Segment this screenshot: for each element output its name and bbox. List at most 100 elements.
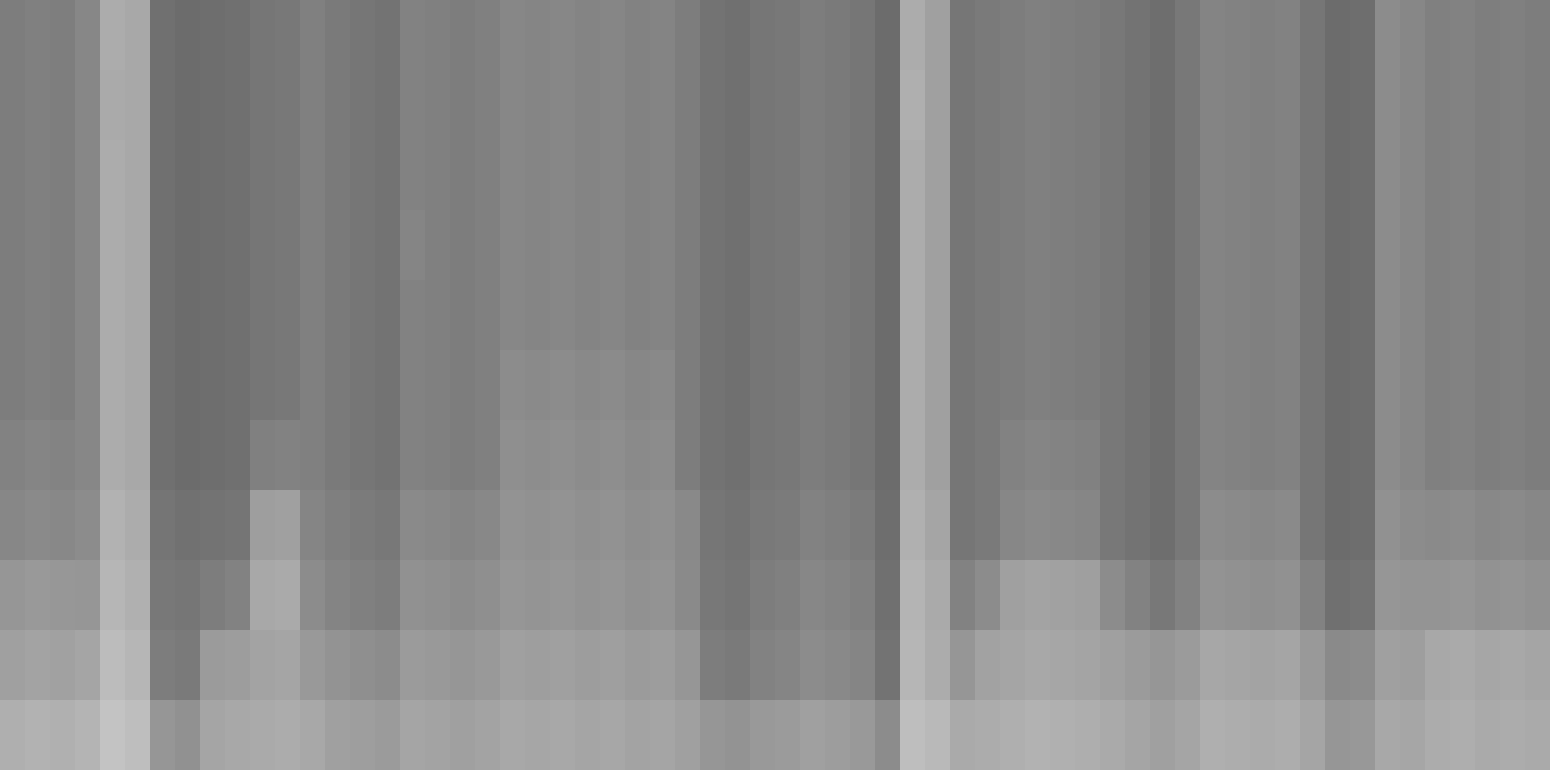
heatmap-cell [625, 0, 651, 71]
heatmap-cell [1350, 140, 1376, 211]
heatmap-cell [850, 70, 876, 141]
heatmap-cell [1025, 420, 1051, 491]
heatmap-cell [1075, 0, 1101, 71]
heatmap-cell [1225, 70, 1251, 141]
heatmap-cell [1225, 350, 1251, 421]
heatmap-cell [0, 490, 26, 561]
heatmap-cell [1425, 350, 1451, 421]
heatmap-cell [700, 700, 726, 770]
heatmap-cell [925, 350, 951, 421]
heatmap-cell [800, 700, 826, 770]
heatmap-cell [150, 560, 176, 631]
heatmap-cell [50, 490, 76, 561]
heatmap-cell [325, 560, 351, 631]
heatmap-cell [650, 630, 676, 701]
heatmap-cell [1075, 490, 1101, 561]
heatmap-cell [450, 420, 476, 491]
heatmap-cell [600, 700, 626, 770]
heatmap-cell [1525, 560, 1550, 631]
heatmap-cell [1050, 420, 1076, 491]
heatmap-cell [1000, 350, 1026, 421]
heatmap-cell [1525, 700, 1550, 770]
heatmap-cell [1400, 700, 1426, 770]
heatmap-cell [375, 420, 401, 491]
heatmap-cell [1400, 350, 1426, 421]
heatmap-cell [0, 560, 26, 631]
heatmap-cell [750, 70, 776, 141]
heatmap-cell [825, 630, 851, 701]
heatmap-cell [300, 560, 326, 631]
heatmap-cell [1500, 70, 1526, 141]
heatmap-cell [175, 420, 201, 491]
heatmap-cell [1325, 560, 1351, 631]
heatmap-cell [225, 0, 251, 71]
heatmap-cell [650, 210, 676, 281]
heatmap-cell [175, 700, 201, 770]
heatmap-cell [100, 630, 126, 701]
heatmap-cell [775, 700, 801, 770]
heatmap-cell [1250, 280, 1276, 351]
heatmap-cell [1200, 560, 1226, 631]
heatmap-cell [1075, 630, 1101, 701]
heatmap-cell [475, 70, 501, 141]
heatmap-cell [975, 280, 1001, 351]
heatmap-cell [750, 560, 776, 631]
heatmap-cell [1075, 700, 1101, 770]
heatmap-cell [100, 560, 126, 631]
heatmap-cell [200, 140, 226, 211]
heatmap-cell [775, 70, 801, 141]
heatmap-cell [925, 420, 951, 491]
heatmap-cell [50, 420, 76, 491]
heatmap-cell [825, 280, 851, 351]
heatmap-cell [225, 700, 251, 770]
heatmap-cell [1150, 420, 1176, 491]
heatmap-cell [750, 700, 776, 770]
heatmap-cell [1025, 350, 1051, 421]
heatmap-cell [125, 280, 151, 351]
heatmap-cell [425, 490, 451, 561]
heatmap-cell [25, 0, 51, 71]
chart [0, 0, 1550, 770]
heatmap-cell [1375, 350, 1401, 421]
heatmap-cell [1300, 350, 1326, 421]
heatmap-cell [300, 280, 326, 351]
heatmap-cell [900, 350, 926, 421]
heatmap-cell [275, 700, 301, 770]
heatmap-cell [1225, 420, 1251, 491]
heatmap-cell [950, 420, 976, 491]
heatmap-cell [1100, 490, 1126, 561]
heatmap-cell [500, 560, 526, 631]
heatmap-cell [1450, 630, 1476, 701]
heatmap-cell [1450, 210, 1476, 281]
heatmap-cell [1425, 140, 1451, 211]
heatmap-cell [400, 490, 426, 561]
heatmap-cell [400, 0, 426, 71]
heatmap-cell [1400, 140, 1426, 211]
heatmap-cell [1525, 210, 1550, 281]
heatmap-cell [50, 280, 76, 351]
heatmap-cell [475, 140, 501, 211]
heatmap-cell [25, 700, 51, 770]
heatmap-cell [800, 630, 826, 701]
heatmap-cell [250, 140, 276, 211]
heatmap-cell [200, 560, 226, 631]
heatmap-cell [75, 280, 101, 351]
heatmap-cell [900, 0, 926, 71]
heatmap-cell [950, 560, 976, 631]
heatmap-cell [700, 350, 726, 421]
heatmap-cell [575, 140, 601, 211]
heatmap-cell [825, 140, 851, 211]
heatmap-cell [875, 630, 901, 701]
heatmap-cell [425, 210, 451, 281]
heatmap-cell [400, 420, 426, 491]
heatmap-cell [1350, 0, 1376, 71]
heatmap-cell [700, 560, 726, 631]
heatmap-cell [1350, 280, 1376, 351]
heatmap-cell [1125, 490, 1151, 561]
heatmap-cell [75, 630, 101, 701]
heatmap-cell [925, 70, 951, 141]
heatmap-cell [1175, 280, 1201, 351]
heatmap-cell [1425, 420, 1451, 491]
heatmap-cell [975, 140, 1001, 211]
heatmap-cell [725, 70, 751, 141]
